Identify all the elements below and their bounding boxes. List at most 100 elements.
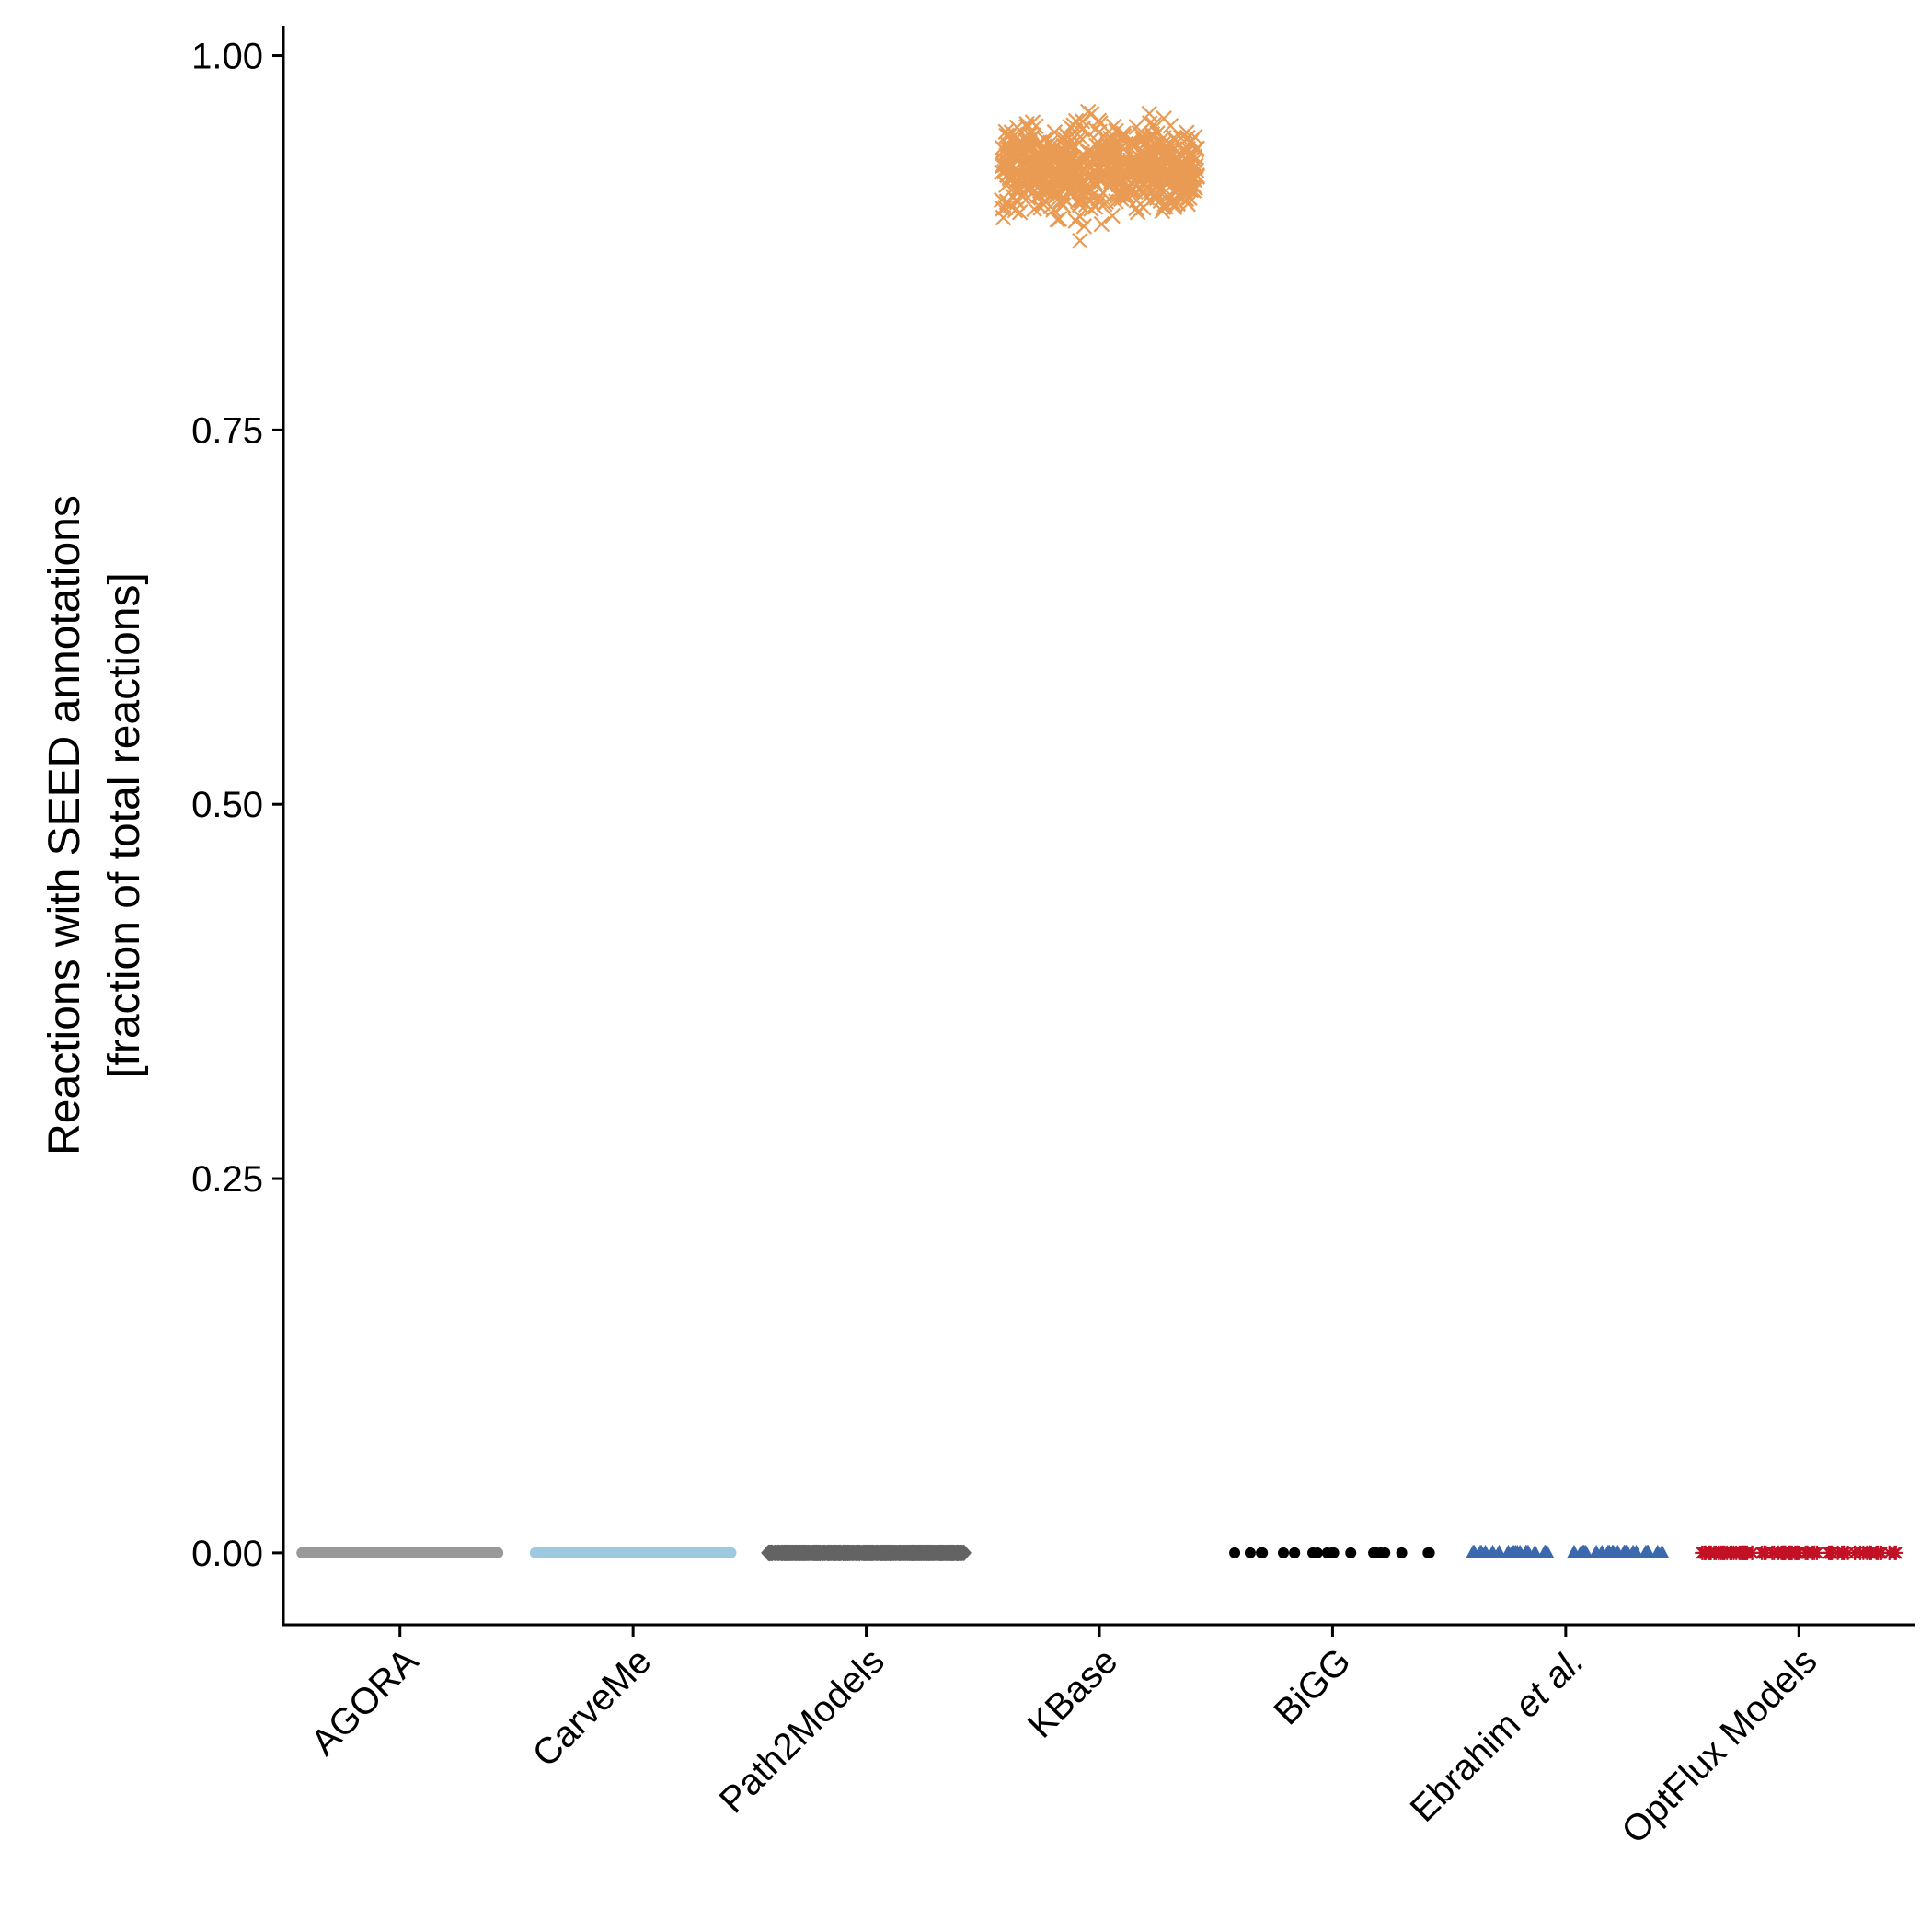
point-kbase [1051,211,1068,227]
point-kbase [996,199,1014,216]
point-bigg [1423,1547,1435,1558]
point-agora [426,1547,438,1558]
x-tick-label: KBase [1020,1640,1125,1745]
y-axis-title: Reactions with SEED annotations [40,495,89,1156]
point-kbase [1112,176,1129,193]
point-path2models [888,1544,903,1561]
point-optflux-models [1766,1545,1782,1560]
point-optflux-models [1873,1545,1889,1560]
point-path2models [954,1544,970,1561]
point-bigg [1345,1547,1357,1558]
point-kbase [1054,197,1072,213]
point-kbase [1052,175,1069,192]
point-agora [398,1547,410,1558]
point-carveme [701,1547,713,1558]
point-path2models [918,1544,934,1561]
point-agora [408,1547,420,1558]
point-agora [316,1547,328,1558]
point-kbase [1166,153,1183,169]
point-optflux-models [1810,1545,1825,1560]
point-agora [385,1547,397,1558]
point-bigg [1396,1547,1408,1558]
point-kbase [1060,129,1076,145]
point-carveme [713,1547,725,1558]
point-ebrahim-et-al- [1527,1544,1543,1558]
point-optflux-models [1881,1545,1897,1560]
point-kbase [1093,215,1110,233]
point-optflux-models [1738,1545,1754,1560]
point-kbase [1103,144,1121,161]
point-bigg [1257,1547,1269,1558]
point-carveme [554,1547,566,1558]
point-path2models [941,1544,957,1561]
point-kbase [1087,199,1104,215]
x-tick-label: CarveMe [525,1640,660,1775]
point-optflux-models [1707,1545,1722,1560]
point-carveme [565,1547,577,1558]
point-kbase [1094,141,1111,157]
point-kbase [998,144,1016,161]
point-bigg [1328,1547,1340,1558]
point-kbase [1121,135,1139,152]
point-kbase [1104,207,1121,224]
point-kbase [1144,139,1160,155]
point-kbase [1063,163,1079,179]
point-kbase [1058,135,1075,153]
point-kbase [1014,188,1031,205]
point-kbase [1071,208,1088,224]
point-kbase [1027,161,1043,178]
point-kbase [1071,167,1088,184]
point-kbase [1128,200,1144,217]
point-kbase [1065,168,1082,185]
point-carveme [622,1547,634,1558]
point-kbase [1183,145,1201,163]
point-ebrahim-et-al- [1589,1544,1604,1558]
point-kbase [1129,171,1145,189]
point-optflux-models [1821,1545,1836,1560]
point-kbase [1137,167,1154,184]
point-path2models [822,1544,837,1561]
point-kbase [1065,117,1082,134]
x-tick-label: OptFlux Models [1614,1640,1824,1851]
point-kbase [1162,117,1179,134]
point-kbase [1008,119,1026,136]
point-carveme [593,1547,605,1558]
point-kbase [1169,169,1187,186]
point-kbase [1001,170,1018,187]
point-kbase [1169,194,1186,212]
point-kbase [1109,159,1125,177]
point-ebrahim-et-al- [1485,1544,1501,1558]
point-kbase [993,191,1010,209]
point-kbase [1179,124,1195,141]
y-tick-label: 0.00 [191,1534,263,1574]
point-carveme [602,1547,614,1558]
point-kbase [1032,200,1049,216]
point-optflux-models [1830,1545,1846,1560]
point-kbase [1002,197,1019,214]
point-kbase [1143,158,1160,176]
point-ebrahim-et-al- [1628,1544,1644,1558]
point-kbase [1075,218,1093,235]
point-ebrahim-et-al- [1575,1544,1591,1558]
point-path2models [796,1544,811,1561]
point-ebrahim-et-al- [1638,1544,1653,1558]
y-axis-title-line2: [fraction of total reactions] [100,572,149,1078]
point-optflux-models [1862,1545,1878,1560]
point-kbase [1074,113,1091,130]
point-kbase [1031,182,1049,200]
point-path2models [879,1544,894,1561]
point-agora [490,1547,502,1558]
point-kbase [1032,147,1050,165]
point-ebrahim-et-al- [1600,1544,1616,1558]
point-optflux-models [1800,1545,1815,1560]
point-kbase [1083,201,1099,217]
point-bigg [1307,1547,1319,1558]
point-kbase [1074,121,1091,138]
point-kbase [1008,142,1026,159]
data-points [296,103,1903,1561]
y-tick-label: 0.50 [191,785,263,825]
point-kbase [1109,185,1125,202]
point-agora [349,1547,361,1558]
point-kbase [1004,156,1020,173]
point-bigg [1229,1547,1241,1558]
